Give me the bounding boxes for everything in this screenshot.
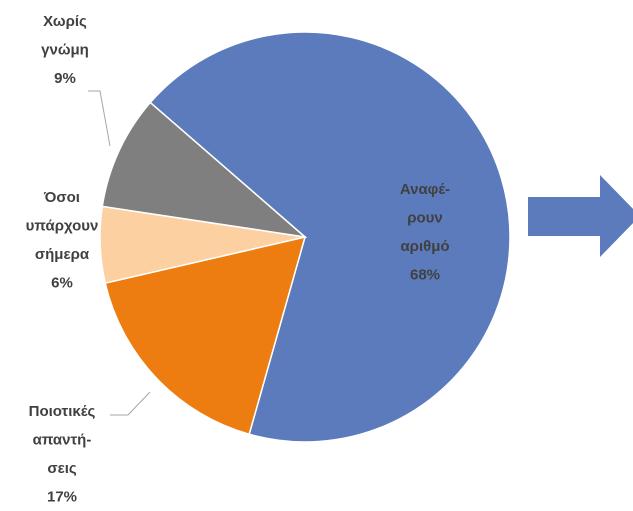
slice-label: αριθμό	[400, 238, 449, 255]
slice-label: ρουν	[407, 209, 443, 226]
slice-label: Χωρίς	[43, 13, 87, 30]
leader-line	[110, 391, 151, 416]
slice-label: απαντή-	[33, 431, 92, 448]
value-label: 9%	[54, 70, 76, 87]
pie-slice	[104, 235, 307, 436]
slice-label: γνώμη	[41, 41, 89, 58]
pie-slice	[101, 101, 308, 239]
value-label: 6%	[51, 274, 73, 291]
slice-label: Όσοι	[43, 189, 80, 206]
value-label: 17%	[47, 488, 77, 505]
slice-label: Ποιοτικές	[29, 403, 96, 420]
pie-slice	[149, 31, 511, 443]
slice-label: Αναφέ-	[400, 181, 450, 198]
slice-label: σήμερα	[35, 246, 90, 263]
slice-label: σεις	[47, 460, 77, 477]
value-label: 68%	[410, 266, 440, 283]
arrow	[528, 175, 633, 257]
slice-label: υπάρχουν	[26, 217, 99, 234]
leader-line	[88, 90, 111, 147]
